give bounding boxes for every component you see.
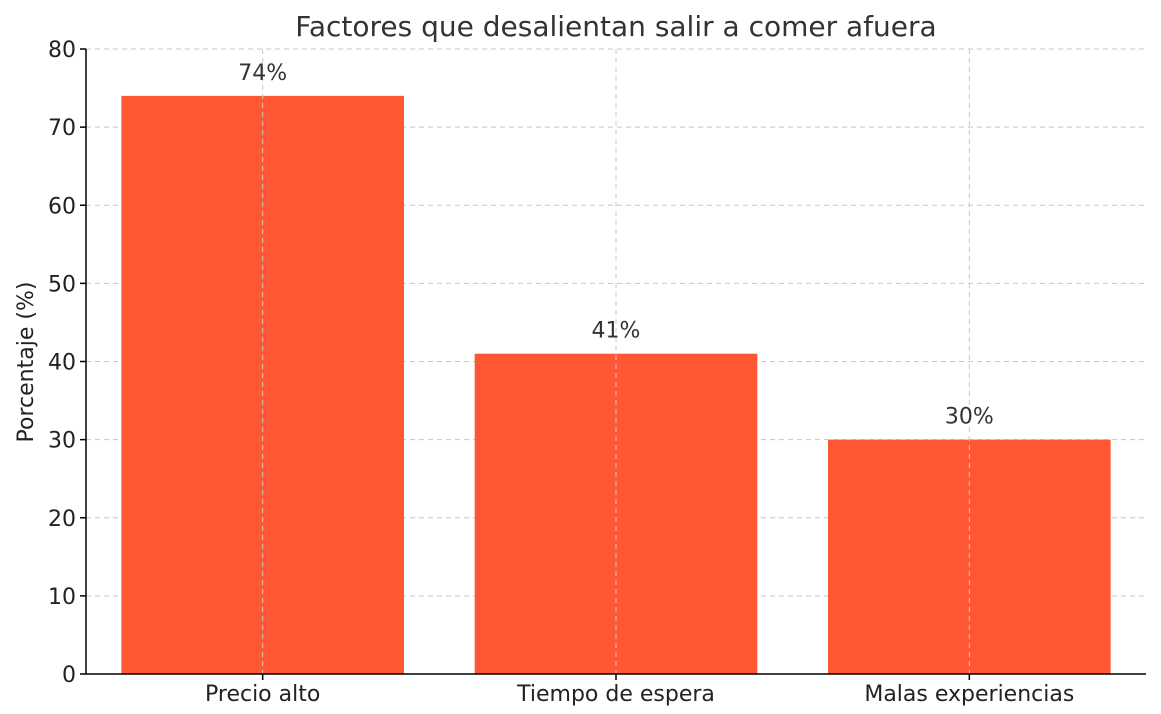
chart-title: Factores que desalientan salir a comer a… <box>295 10 936 43</box>
y-tick-label: 70 <box>48 116 76 141</box>
axes: 0 10 20 30 40 50 60 70 80 Precio alto Tiempo de es… <box>48 38 1146 707</box>
y-tick-label: 20 <box>48 507 76 532</box>
y-tick-label: 60 <box>48 194 76 219</box>
y-tick-label: 0 <box>62 663 76 688</box>
data-label: 74% <box>238 61 287 86</box>
x-tick-label: Tiempo de espera <box>516 682 715 707</box>
data-label: 41% <box>592 319 641 344</box>
y-tick-label: 10 <box>48 585 76 610</box>
data-labels: 74% 41% 30% <box>238 61 994 430</box>
y-axis-label: Porcentaje (%) <box>14 282 39 443</box>
x-tick-label: Precio alto <box>205 682 320 707</box>
x-tick-label: Malas experiencias <box>864 682 1074 707</box>
y-tick-label: 30 <box>48 429 76 454</box>
y-tick-label: 50 <box>48 272 76 297</box>
y-tick-label: 80 <box>48 38 76 63</box>
y-tick-label: 40 <box>48 351 76 376</box>
data-label: 30% <box>945 405 994 430</box>
